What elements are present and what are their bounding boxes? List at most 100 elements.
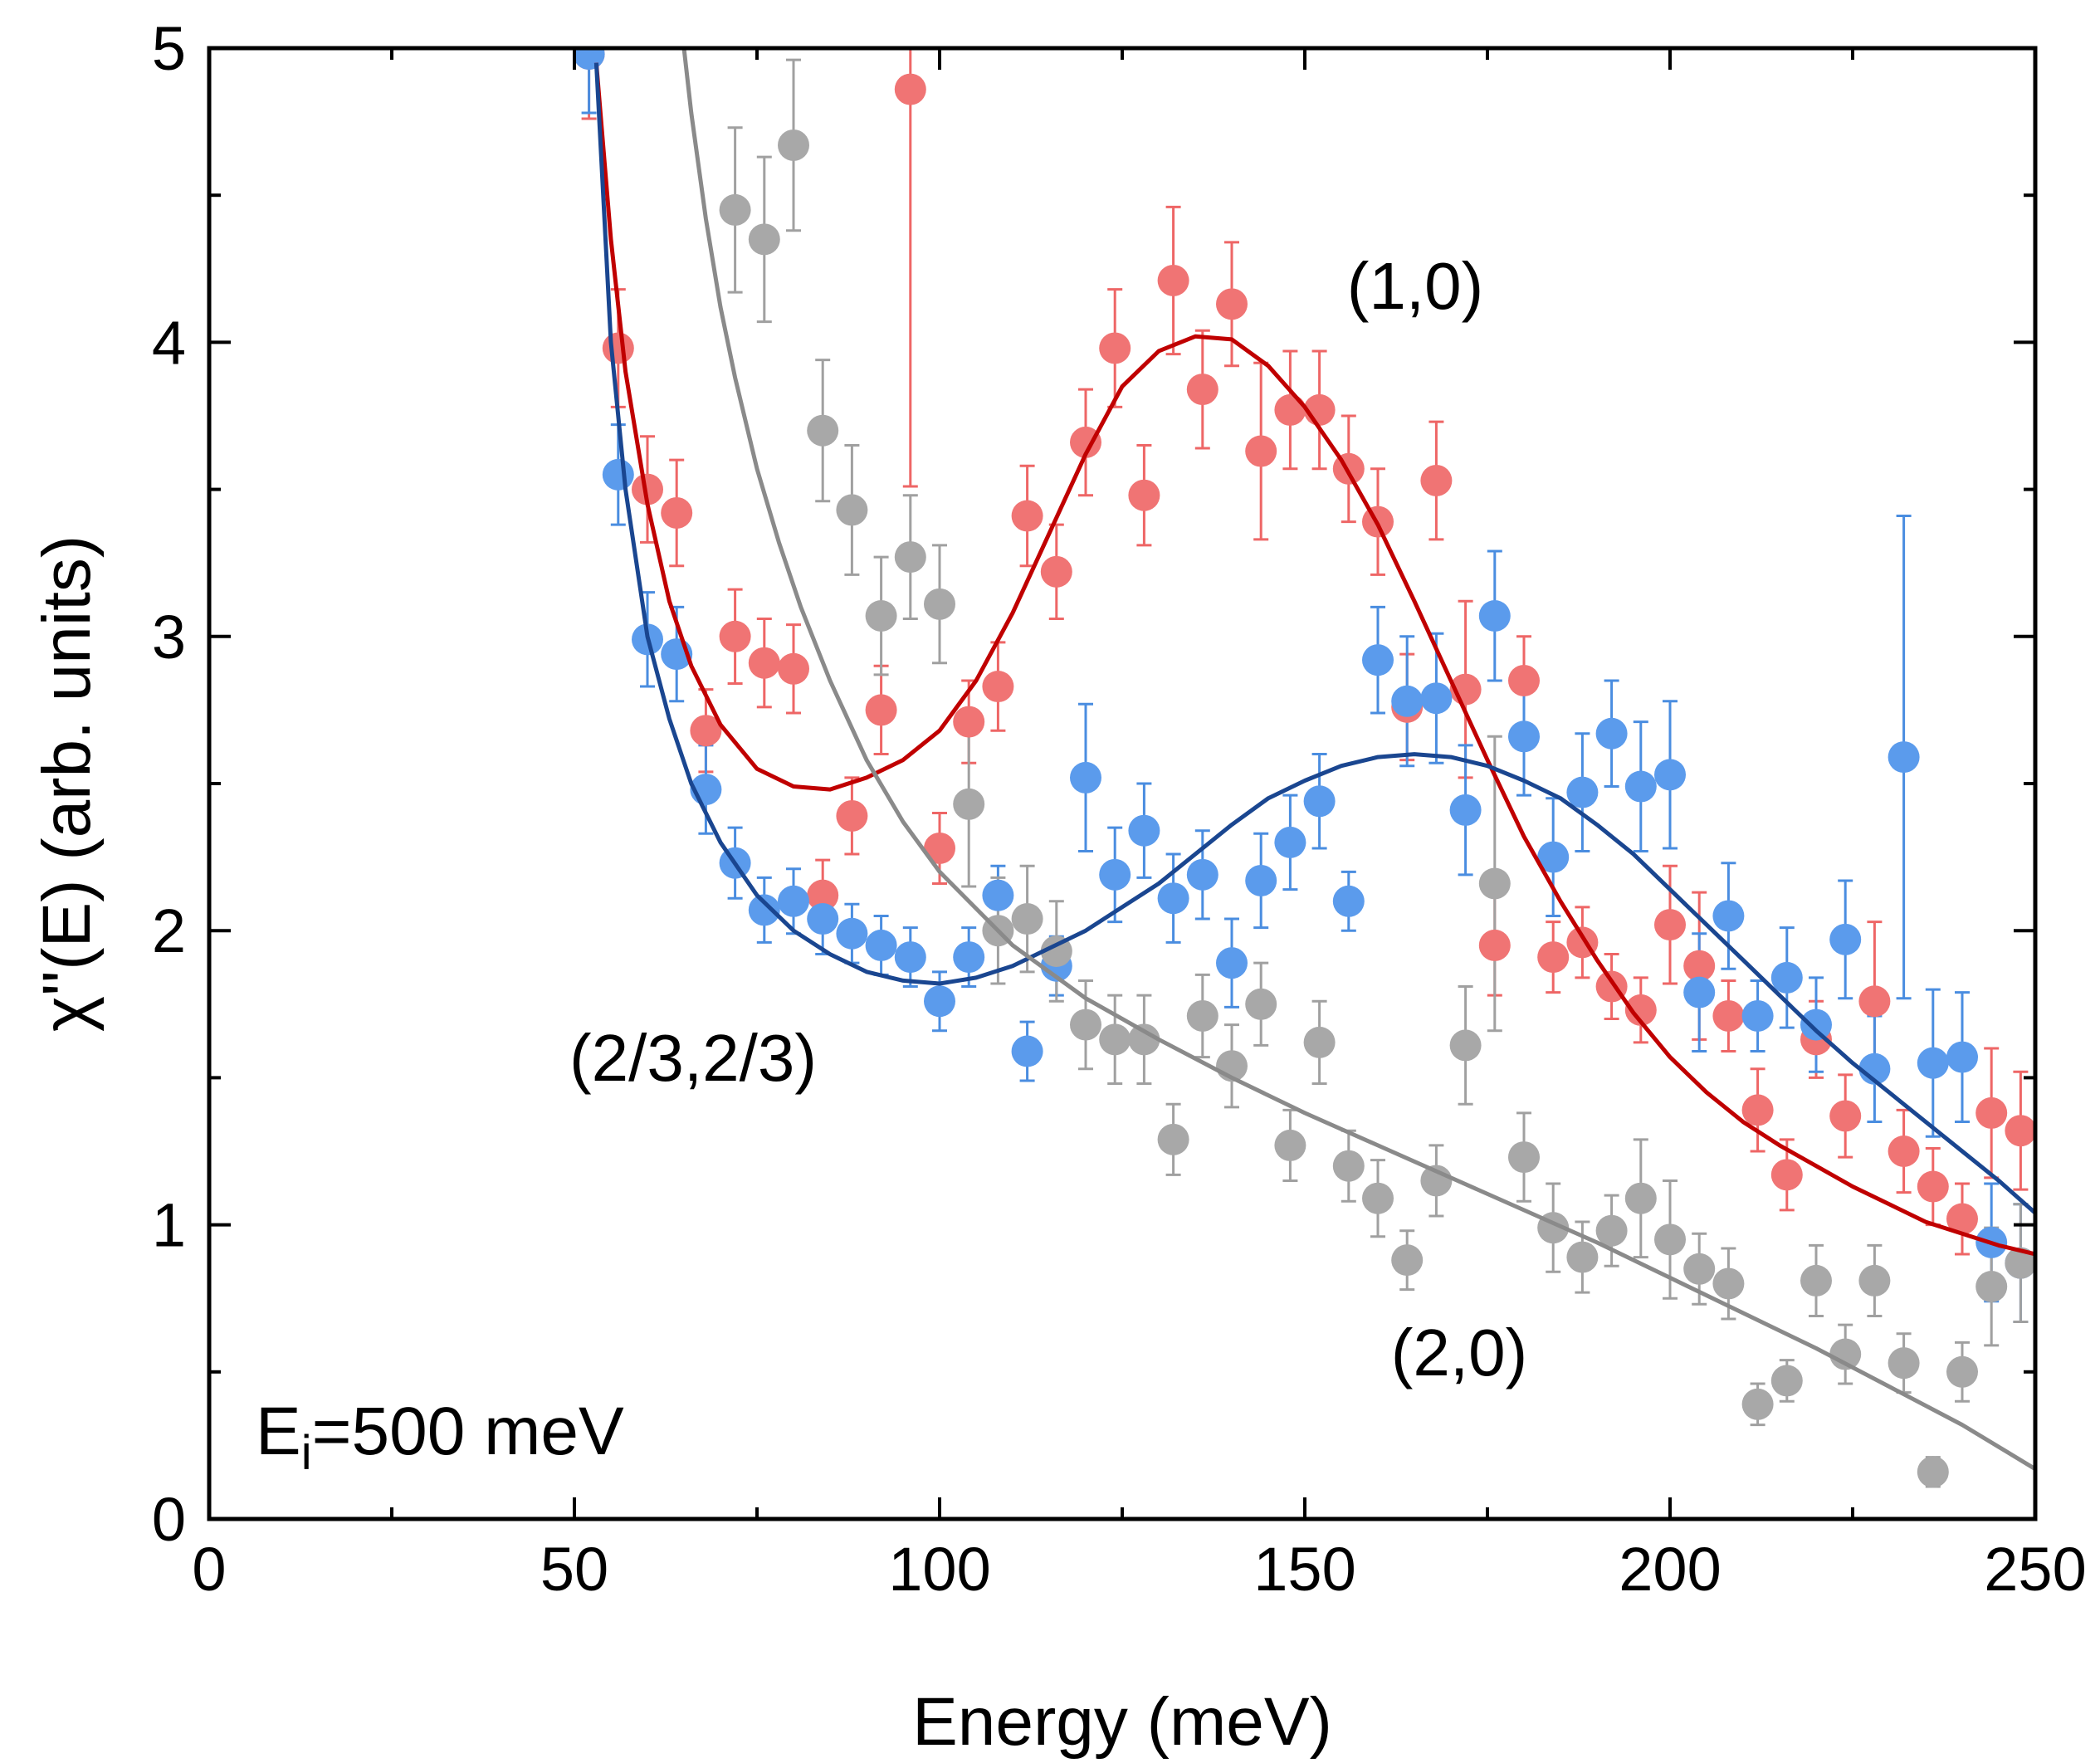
fit-curve-2-3-2-3 — [593, 62, 2035, 1215]
data-point-2-0 — [1800, 1264, 1832, 1297]
data-point-2-3-2-3 — [1478, 599, 1511, 632]
data-point-2-3-2-3 — [1245, 864, 1277, 896]
data-point-2-3-2-3 — [1566, 776, 1599, 808]
data-point-2-3-2-3 — [1741, 999, 1774, 1032]
series-label-2-3-2-3: (2/3,2/3) — [569, 1021, 817, 1095]
data-point-2-3-2-3 — [1391, 685, 1424, 717]
data-point-2-3-2-3 — [865, 929, 897, 961]
data-point-2-3-2-3 — [1595, 717, 1628, 750]
data-point-2-0 — [865, 599, 897, 632]
data-point-2-0 — [748, 223, 780, 256]
data-point-2-0 — [1245, 988, 1277, 1020]
data-point-2-3-2-3 — [1770, 961, 1803, 994]
data-point-2-0 — [1391, 1244, 1424, 1277]
data-point-2-0 — [1624, 1182, 1657, 1214]
points-layer — [573, 48, 2035, 1488]
incident-energy-annotation: Ei=500 meV — [256, 1394, 624, 1480]
data-point-1-0 — [1683, 950, 1716, 982]
data-point-1-0 — [1157, 264, 1189, 296]
data-point-2-3-2-3 — [1274, 826, 1306, 858]
data-point-2-0 — [1946, 1355, 1978, 1388]
data-point-2-0 — [1128, 1023, 1160, 1056]
annotation-suffix: =500 meV — [312, 1394, 624, 1469]
data-point-1-0 — [865, 694, 897, 726]
data-point-2-0 — [1362, 1182, 1394, 1214]
data-point-2-3-2-3 — [602, 458, 634, 491]
errorbars-layer — [581, 48, 2029, 1488]
data-point-2-3-2-3 — [1712, 900, 1745, 932]
data-point-2-3-2-3 — [1537, 841, 1570, 873]
x-tick-label: 0 — [192, 1535, 226, 1604]
data-point-2-0 — [953, 788, 985, 820]
data-point-2-0 — [1595, 1214, 1628, 1247]
data-point-1-0 — [632, 473, 663, 505]
data-point-1-0 — [1858, 985, 1891, 1018]
data-point-1-0 — [1624, 994, 1657, 1026]
data-point-1-0 — [602, 332, 634, 364]
fit-curve-1-0 — [593, 62, 2035, 1257]
data-point-2-0 — [1449, 1029, 1482, 1062]
data-point-2-0 — [1099, 1023, 1131, 1056]
data-point-2-0 — [1741, 1388, 1774, 1420]
data-point-2-0 — [1975, 1271, 2008, 1303]
data-point-2-0 — [1303, 1026, 1336, 1058]
data-point-2-3-2-3 — [573, 48, 605, 71]
data-point-2-3-2-3 — [924, 985, 955, 1018]
data-point-1-0 — [1070, 426, 1101, 458]
data-point-1-0 — [1712, 999, 1745, 1032]
data-point-2-3-2-3 — [1829, 923, 1862, 955]
data-point-2-0 — [1274, 1129, 1306, 1161]
data-point-2-0 — [2005, 1247, 2035, 1279]
y-tick-label: 1 — [152, 1191, 186, 1260]
data-point-2-0 — [1508, 1141, 1540, 1174]
data-point-2-3-2-3 — [1099, 858, 1131, 891]
data-point-1-0 — [1245, 435, 1277, 467]
data-point-2-0 — [1712, 1267, 1745, 1300]
series-label-2-0: (2,0) — [1391, 1316, 1528, 1389]
data-point-2-3-2-3 — [1128, 814, 1160, 847]
annotation-subscript: i — [301, 1426, 312, 1480]
x-tick-label: 250 — [1984, 1535, 2086, 1604]
fits-layer — [593, 48, 2035, 1471]
data-point-1-0 — [1829, 1100, 1862, 1132]
x-tick-label: 200 — [1619, 1535, 1721, 1604]
data-point-2-0 — [1858, 1264, 1891, 1297]
data-point-2-0 — [1829, 1338, 1862, 1370]
data-point-1-0 — [1128, 479, 1160, 511]
data-point-1-0 — [982, 671, 1014, 703]
data-point-1-0 — [1216, 288, 1248, 320]
y-tick-label: 5 — [152, 14, 186, 83]
data-point-2-0 — [1654, 1223, 1686, 1256]
data-point-2-3-2-3 — [894, 941, 926, 974]
data-point-2-3-2-3 — [1157, 882, 1189, 915]
data-point-1-0 — [661, 496, 693, 529]
data-point-1-0 — [836, 799, 868, 832]
data-point-2-0 — [1478, 867, 1511, 900]
data-point-2-3-2-3 — [1332, 885, 1365, 917]
data-point-2-3-2-3 — [982, 879, 1014, 911]
data-point-2-0 — [924, 588, 955, 620]
data-point-1-0 — [1537, 941, 1570, 974]
y-tick-label: 2 — [152, 896, 186, 965]
data-point-1-0 — [1420, 464, 1453, 496]
data-point-2-0 — [1186, 999, 1218, 1032]
data-point-1-0 — [953, 706, 985, 738]
y-tick-label: 3 — [152, 603, 186, 672]
data-point-2-0 — [1040, 935, 1072, 968]
data-point-2-0 — [1070, 1008, 1101, 1041]
data-point-1-0 — [1478, 929, 1511, 961]
data-point-2-3-2-3 — [1216, 947, 1248, 979]
fit-curve-2-0 — [681, 48, 2035, 1471]
data-point-2-0 — [1332, 1150, 1365, 1182]
data-point-2-3-2-3 — [1683, 976, 1716, 1008]
data-point-1-0 — [1946, 1203, 1978, 1235]
data-point-1-0 — [1274, 393, 1306, 426]
plot-frame — [207, 46, 2038, 1521]
data-point-2-3-2-3 — [807, 903, 839, 935]
data-point-2-3-2-3 — [1011, 1035, 1043, 1067]
data-point-2-3-2-3 — [953, 941, 985, 974]
data-point-2-3-2-3 — [748, 894, 780, 926]
data-point-2-3-2-3 — [1508, 720, 1540, 753]
x-axis-label: Energy (meV) — [912, 1684, 1332, 1760]
